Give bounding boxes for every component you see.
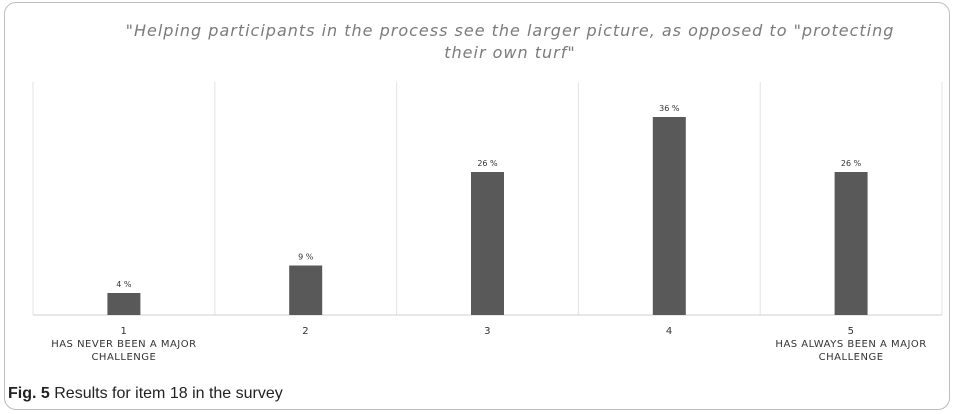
tick-sublabel: HAS NEVER BEEN A MAJOR CHALLENGE bbox=[51, 339, 197, 363]
category-label-2: 2 bbox=[211, 325, 401, 338]
tick-sublabel: HAS ALWAYS BEEN A MAJOR CHALLENGE bbox=[775, 339, 927, 363]
bar-1 bbox=[107, 293, 141, 315]
tick-label: 2 bbox=[302, 326, 310, 337]
data-label-2: 9 % bbox=[298, 253, 314, 262]
caption-text: Results for item 18 in the survey bbox=[54, 385, 283, 402]
chart-title: "Helping participants in the process see… bbox=[125, 21, 895, 62]
bar-2 bbox=[289, 265, 323, 315]
bar-5 bbox=[834, 172, 868, 315]
category-label-3: 3 bbox=[393, 325, 583, 338]
tick-label: 3 bbox=[484, 326, 491, 337]
tick-label: 4 bbox=[665, 326, 673, 337]
tick-label: 5 bbox=[847, 326, 855, 337]
category-label-5: 5 HAS ALWAYS BEEN A MAJOR CHALLENGE bbox=[756, 325, 946, 364]
figure-frame bbox=[4, 2, 950, 410]
caption-label: Fig. 5 bbox=[8, 385, 50, 402]
data-label-4: 36 % bbox=[659, 104, 680, 113]
category-label-4: 4 bbox=[574, 325, 764, 338]
bar-3 bbox=[471, 172, 504, 315]
data-label-5: 26 % bbox=[841, 159, 862, 168]
tick-label: 1 bbox=[120, 326, 128, 337]
figure-caption: Fig. 5 Results for item 18 in the survey bbox=[8, 385, 283, 403]
data-label-3: 26 % bbox=[477, 159, 498, 168]
data-label-1: 4 % bbox=[116, 280, 132, 289]
category-label-1: 1 HAS NEVER BEEN A MAJOR CHALLENGE bbox=[29, 325, 219, 364]
bar-4 bbox=[652, 117, 686, 315]
